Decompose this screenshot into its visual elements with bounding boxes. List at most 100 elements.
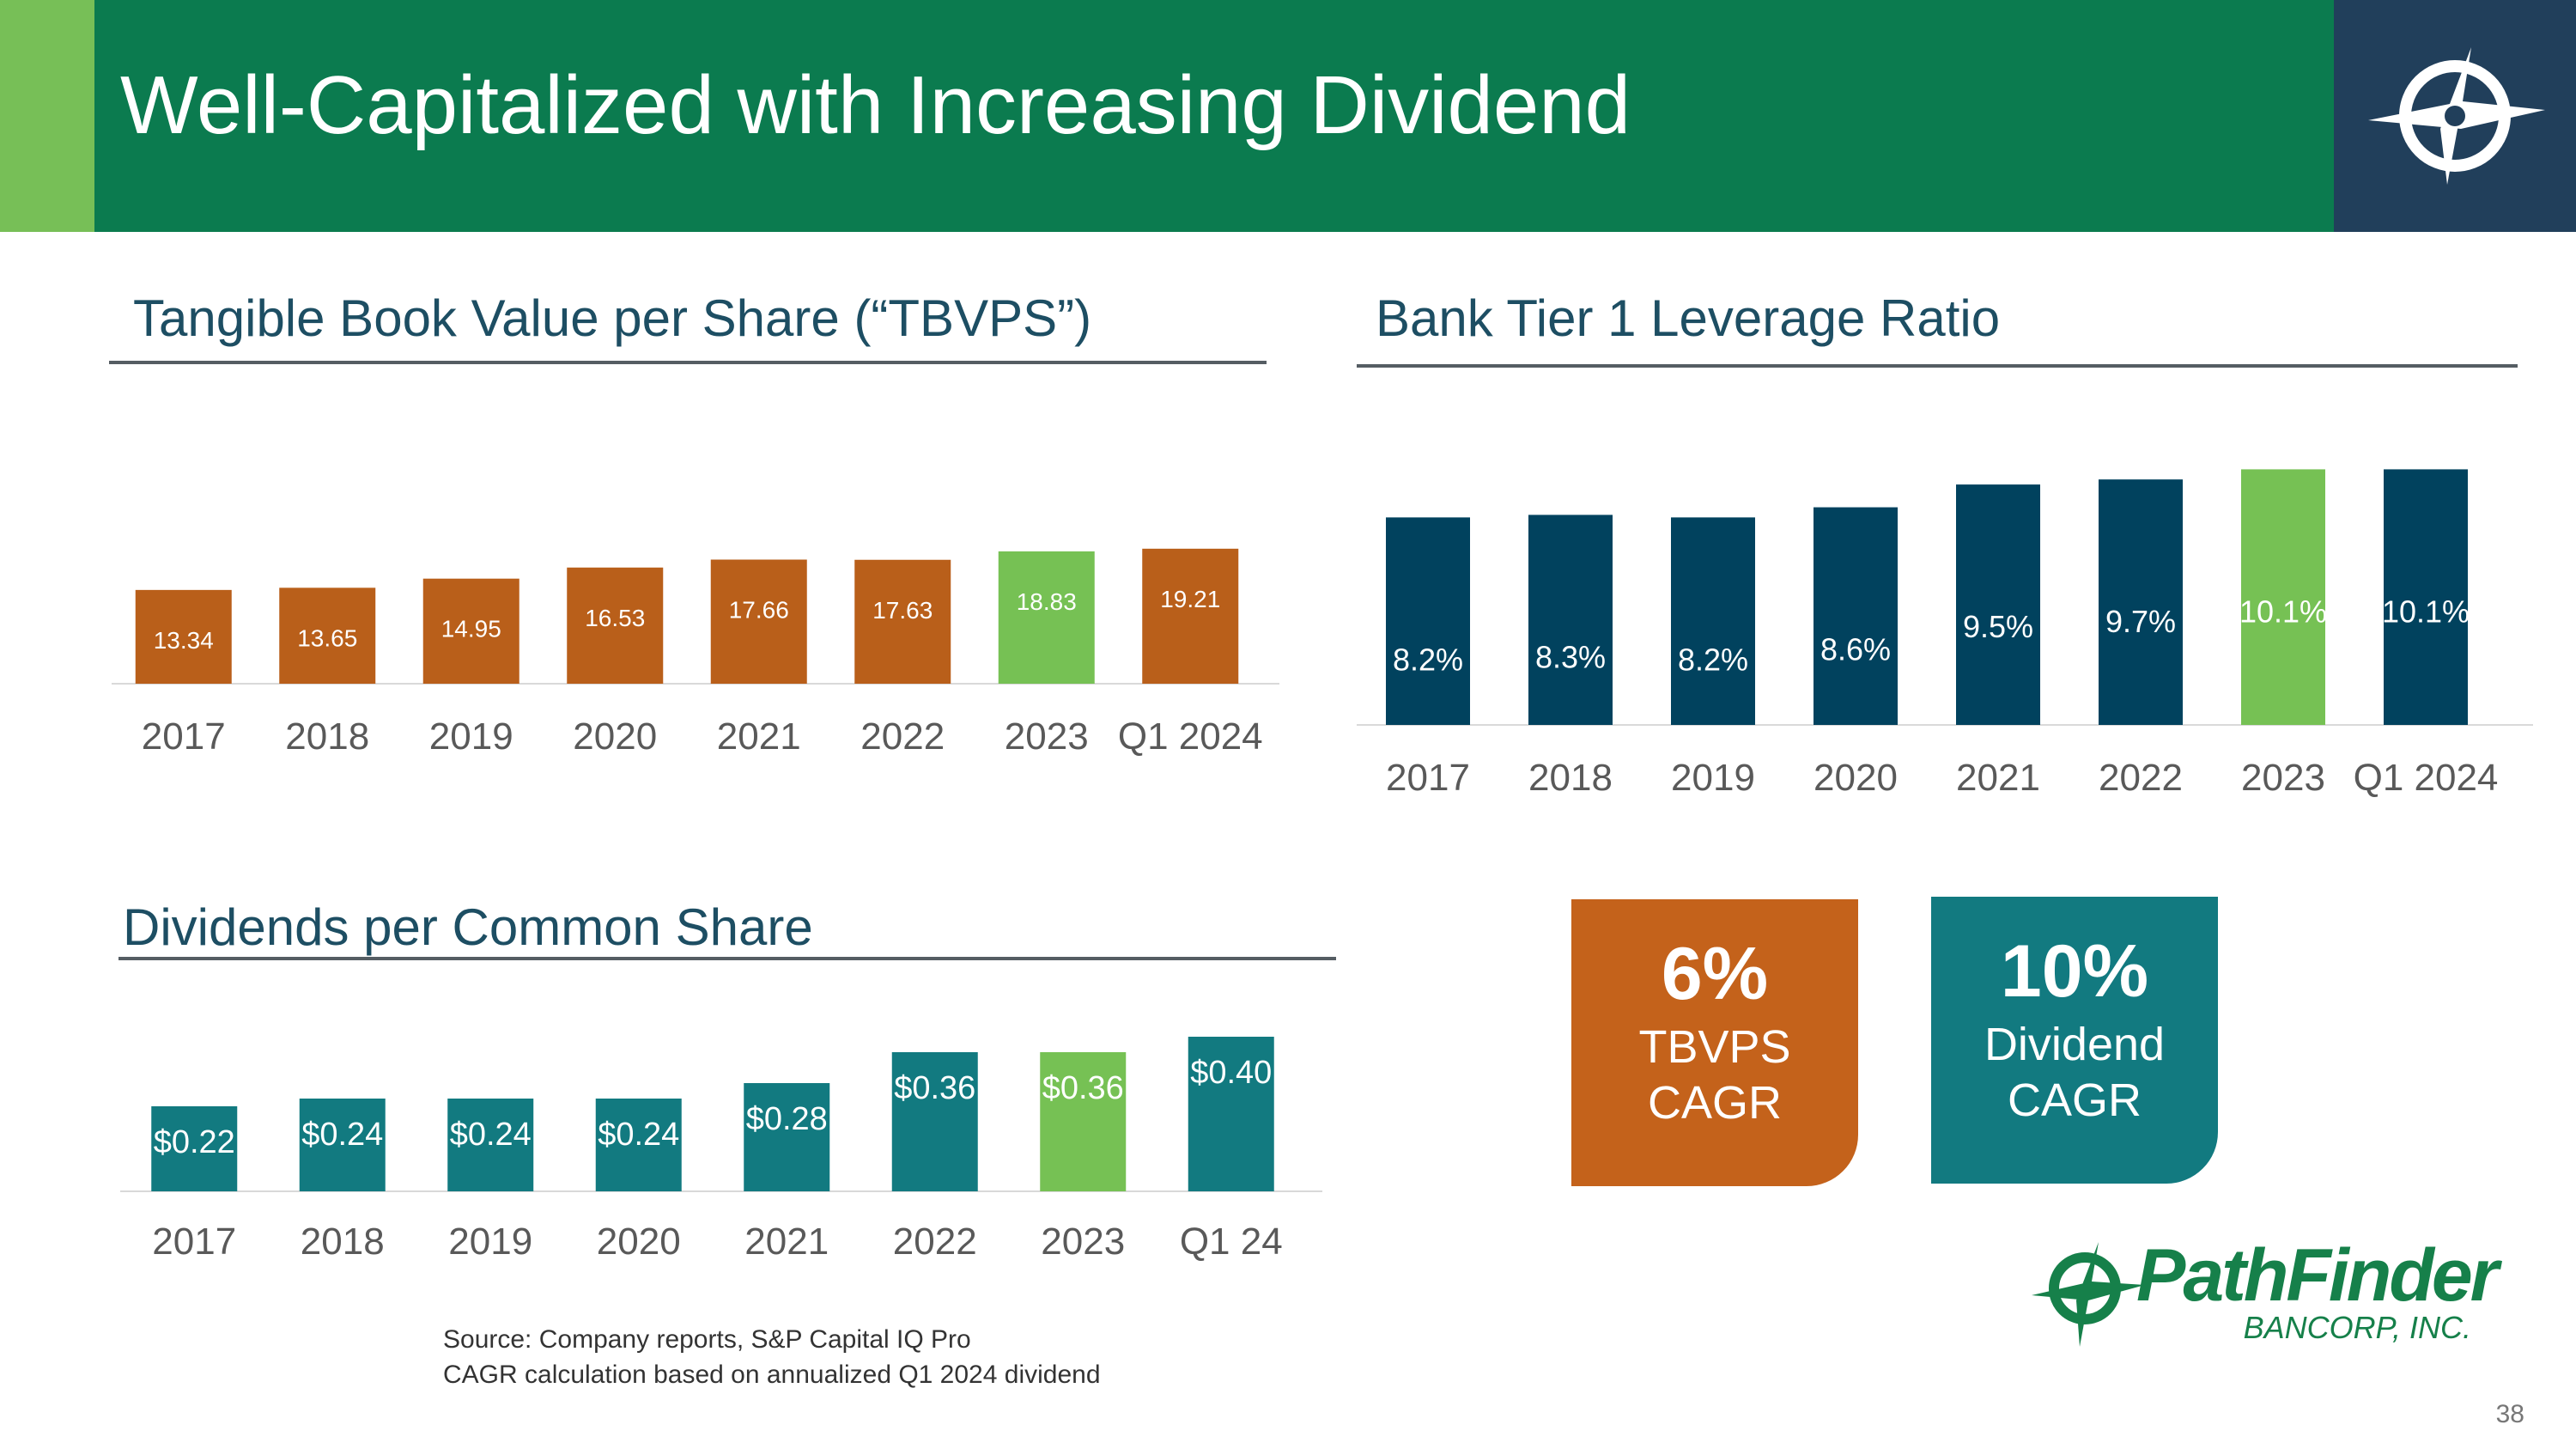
tbvps-bar-q1-2024 — [1142, 548, 1239, 684]
leverage-bar-2022 — [2099, 479, 2183, 725]
dividends-data-label: $0.36 — [894, 1070, 975, 1106]
tbvps-cagr-value: 6% — [1661, 933, 1769, 1015]
leverage-bar-chart: 8.2% 2017 8.3% 2018 8.2% 2019 8.6% 2020 9.5% 2021… — [1357, 469, 2533, 799]
leverage-data-label: 8.2% — [1678, 642, 1748, 677]
tbvps-category-label: 2019 — [429, 715, 513, 758]
tbvps-section-title: Tangible Book Value per Share (“TBVPS”) — [133, 289, 1092, 347]
compass-star-icon — [2368, 47, 2545, 185]
leverage-category-label: 2021 — [1956, 757, 2040, 799]
cagr-note-line: CAGR calculation based on annualized Q1 … — [443, 1360, 1101, 1389]
leverage-data-label: 10.1% — [2239, 594, 2327, 629]
dividends-bar-chart: $0.22 2017 $0.24 2018 $0.24 2019 $0.24 2020 $0.2… — [120, 1037, 1322, 1263]
tbvps-data-label: 19.21 — [1160, 586, 1220, 612]
leverage-data-label: 8.6% — [1820, 632, 1891, 667]
dividend-cagr-label-line2: CAGR — [2007, 1074, 2142, 1126]
dividends-bar-2018 — [299, 1099, 386, 1191]
pathfinder-logo: PathFinder BANCORP, INC. — [2025, 1237, 2499, 1357]
leverage-bar-2021 — [1956, 484, 2040, 725]
leverage-data-label: 9.5% — [1963, 609, 2033, 644]
tbvps-bar-2018 — [279, 588, 376, 684]
dividend-cagr-label-line1: Dividend — [1984, 1019, 2166, 1070]
dividends-bar-2022 — [891, 1052, 978, 1191]
dividends-bar-q1-24 — [1188, 1037, 1274, 1191]
leverage-data-label: 8.3% — [1535, 639, 1606, 674]
dividends-title-rule — [118, 957, 1336, 960]
tbvps-data-label: 13.34 — [154, 627, 214, 654]
tbvps-bar-2019 — [422, 578, 519, 684]
tbvps-category-label: 2021 — [717, 715, 801, 758]
banner-accent-stripe — [0, 0, 94, 232]
leverage-bar-q1-2024 — [2384, 469, 2468, 725]
tbvps-category-label: 2023 — [1005, 715, 1089, 758]
title-banner — [0, 0, 2334, 232]
dividends-data-label: $0.24 — [450, 1117, 532, 1153]
dividends-data-label: $0.24 — [301, 1117, 383, 1153]
tbvps-data-label: 14.95 — [441, 616, 501, 642]
tbvps-data-label: 16.53 — [585, 605, 645, 631]
leverage-bar-2019 — [1671, 517, 1755, 725]
dividends-bar-2023 — [1040, 1052, 1127, 1191]
tbvps-category-label: 2018 — [285, 715, 369, 758]
dividends-section-title: Dividends per Common Share — [123, 898, 813, 956]
dividends-category-label: 2018 — [301, 1221, 385, 1263]
source-line: Source: Company reports, S&P Capital IQ … — [443, 1325, 971, 1354]
tbvps-cagr-label: TBVPS CAGR — [1571, 1020, 1858, 1131]
tbvps-title-rule — [109, 361, 1267, 364]
tbvps-category-label: Q1 2024 — [1118, 715, 1263, 758]
tbvps-bar-2020 — [567, 567, 664, 684]
leverage-category-label: 2018 — [1528, 757, 1613, 799]
dividends-category-label: 2022 — [893, 1221, 977, 1263]
leverage-data-label: 9.7% — [2105, 604, 2176, 639]
leverage-title-rule — [1357, 364, 2518, 368]
dividends-bar-2020 — [595, 1099, 682, 1191]
tbvps-cagr-label-line1: TBVPS — [1638, 1021, 1791, 1073]
leverage-bar-2020 — [1814, 507, 1898, 725]
tbvps-category-label: 2022 — [860, 715, 945, 758]
slide-title: Well-Capitalized with Increasing Dividen… — [120, 59, 1631, 151]
leverage-category-label: Q1 2024 — [2354, 757, 2499, 799]
dividends-data-label: $0.28 — [746, 1101, 828, 1137]
dividends-data-label: $0.36 — [1042, 1070, 1124, 1106]
tbvps-data-label: 13.65 — [297, 624, 357, 651]
leverage-category-label: 2023 — [2241, 757, 2325, 799]
tbvps-data-label: 17.66 — [729, 597, 789, 624]
leverage-data-label: 8.2% — [1393, 642, 1463, 677]
pathfinder-compass-icon — [2032, 1242, 2145, 1347]
leverage-category-label: 2019 — [1671, 757, 1755, 799]
dividends-bar-2019 — [447, 1099, 534, 1191]
source-notes: Source: Company reports, S&P Capital IQ … — [443, 1323, 1101, 1392]
dividends-data-label: $0.24 — [598, 1117, 679, 1153]
tbvps-cagr-label-line2: CAGR — [1647, 1076, 1782, 1129]
tbvps-bar-2023 — [998, 551, 1095, 684]
brand-subtitle: BANCORP, INC. — [2243, 1310, 2471, 1345]
tbvps-data-label: 17.63 — [872, 597, 933, 624]
leverage-data-label: 10.1% — [2382, 594, 2470, 629]
dividends-category-label: Q1 24 — [1180, 1221, 1283, 1263]
tbvps-cagr-box: 6% TBVPS CAGR — [1571, 899, 1858, 1186]
dividends-category-label: 2017 — [152, 1221, 236, 1263]
dividends-data-label: $0.22 — [154, 1124, 235, 1160]
leverage-bar-2017 — [1386, 517, 1470, 725]
leverage-bar-2023 — [2241, 469, 2325, 725]
brand-name: PathFinder — [2136, 1234, 2499, 1317]
dividends-category-label: 2020 — [597, 1221, 681, 1263]
leverage-section-title: Bank Tier 1 Leverage Ratio — [1376, 289, 2001, 347]
dividends-data-label: $0.40 — [1190, 1055, 1272, 1091]
tbvps-bar-2022 — [854, 559, 951, 684]
dividends-category-label: 2019 — [448, 1221, 532, 1263]
tbvps-category-label: 2020 — [573, 715, 657, 758]
tbvps-bar-2017 — [135, 589, 232, 684]
dividends-bar-2021 — [744, 1083, 830, 1191]
dividend-cagr-box: 10% Dividend CAGR — [1931, 897, 2218, 1184]
leverage-category-label: 2017 — [1386, 757, 1470, 799]
tbvps-bar-chart: 13.34 2017 13.65 2018 14.95 2019 16.53 2020 17.6… — [112, 548, 1279, 758]
dividend-cagr-label: Dividend CAGR — [1931, 1017, 2218, 1129]
banner-logo-panel — [2334, 0, 2576, 232]
page-number: 38 — [2495, 1400, 2524, 1428]
dividends-bar-2017 — [151, 1106, 238, 1191]
dividends-category-label: 2021 — [744, 1221, 829, 1263]
leverage-bar-2018 — [1528, 514, 1613, 725]
tbvps-bar-2021 — [710, 559, 807, 684]
leverage-category-label: 2020 — [1814, 757, 1898, 799]
dividend-cagr-value: 10% — [2000, 930, 2149, 1013]
